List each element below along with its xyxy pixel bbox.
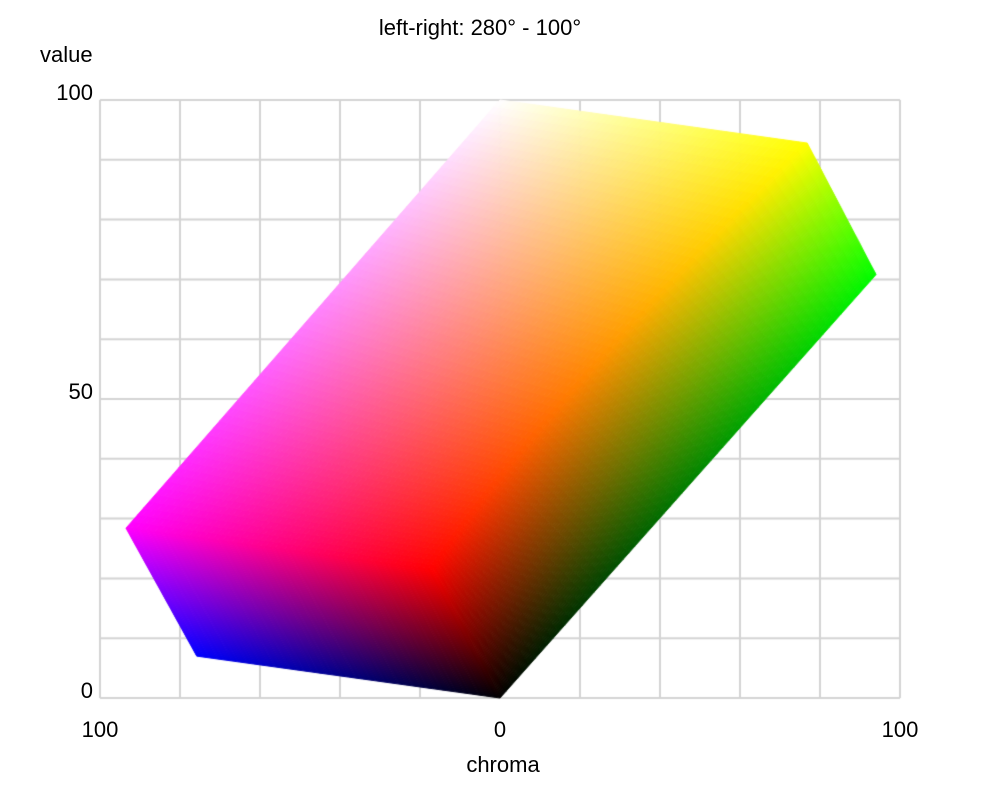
x-tick-label: 0 — [493, 717, 507, 742]
y-tick-label: 50 — [68, 379, 93, 404]
x-tick-label: 100 — [81, 717, 119, 742]
y-axis-label: value — [40, 42, 93, 67]
x-tick-label: 100 — [881, 717, 919, 742]
y-tick-label: 0 — [80, 678, 93, 703]
chart-title: left-right: 280° - 100° — [378, 15, 582, 40]
y-tick-label: 100 — [56, 80, 93, 105]
x-axis-label: chroma — [466, 752, 540, 777]
